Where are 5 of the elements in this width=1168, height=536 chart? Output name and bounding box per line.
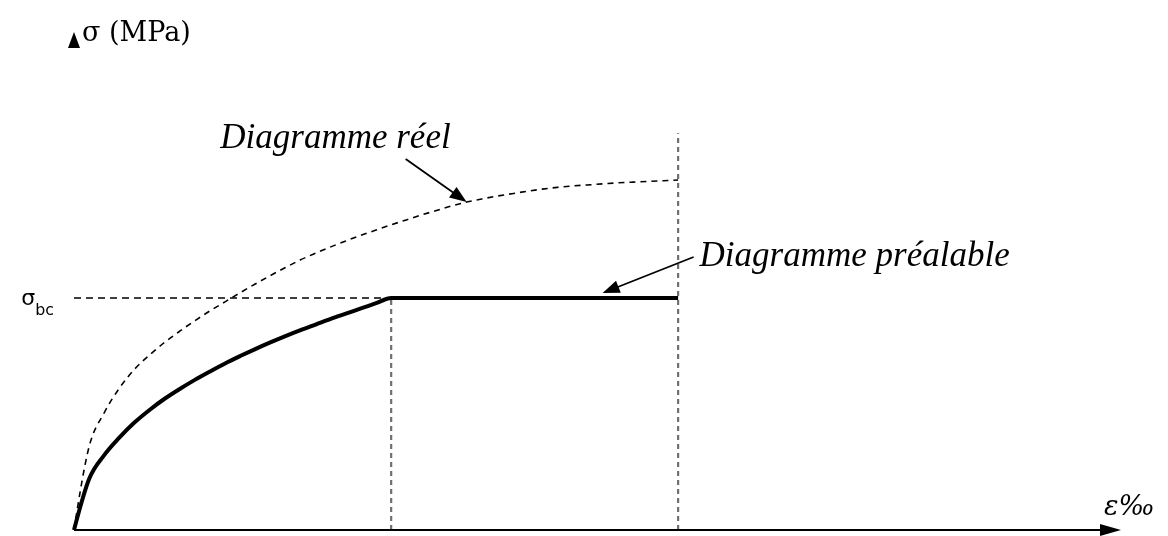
ref-line-label: σ$_{bc}$ — [21, 284, 54, 319]
x-axis-title: ε‰ — [1104, 490, 1155, 521]
series-label: Diagramme réel — [219, 117, 451, 157]
legend-label: Diagramme préalable — [698, 234, 1010, 274]
y-axis-title: σ (MPa) — [82, 16, 191, 47]
